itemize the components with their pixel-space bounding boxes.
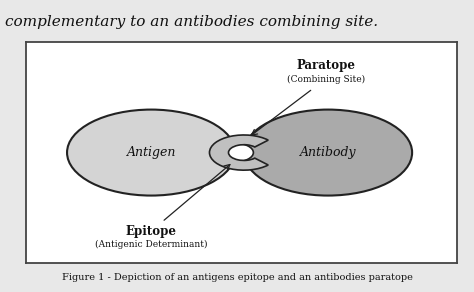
Text: Antibody: Antibody — [300, 146, 356, 159]
Text: Paratope: Paratope — [296, 59, 356, 72]
Circle shape — [67, 110, 235, 196]
Text: (Combining Site): (Combining Site) — [287, 75, 365, 84]
Circle shape — [244, 110, 412, 196]
Text: Figure 1 - Depiction of an antigens epitope and an antibodies paratope: Figure 1 - Depiction of an antigens epit… — [62, 273, 412, 282]
Text: Antigen: Antigen — [127, 146, 176, 159]
Text: complementary to an antibodies combining site.: complementary to an antibodies combining… — [5, 15, 378, 29]
Circle shape — [217, 143, 254, 162]
Text: Epitope: Epitope — [126, 225, 177, 239]
Text: (Antigenic Determinant): (Antigenic Determinant) — [95, 239, 208, 248]
Wedge shape — [210, 135, 268, 170]
